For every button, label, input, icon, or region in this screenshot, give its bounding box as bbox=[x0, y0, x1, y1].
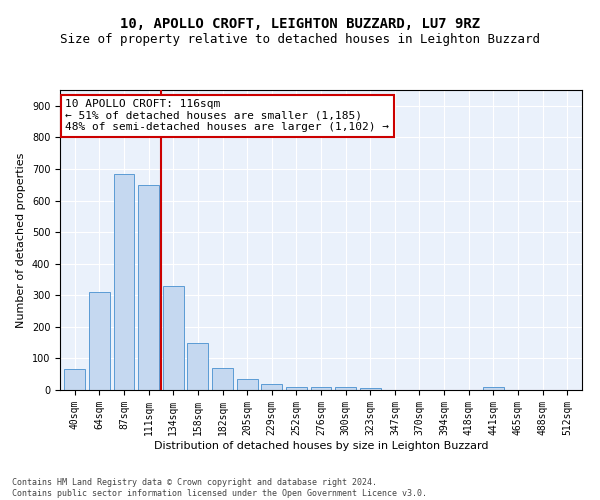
Y-axis label: Number of detached properties: Number of detached properties bbox=[16, 152, 26, 328]
Text: 10 APOLLO CROFT: 116sqm
← 51% of detached houses are smaller (1,185)
48% of semi: 10 APOLLO CROFT: 116sqm ← 51% of detache… bbox=[65, 99, 389, 132]
Bar bbox=[113, 174, 134, 390]
Bar bbox=[286, 387, 307, 390]
Bar bbox=[311, 387, 331, 390]
Text: Size of property relative to detached houses in Leighton Buzzard: Size of property relative to detached ho… bbox=[60, 32, 540, 46]
Bar bbox=[64, 370, 85, 390]
Bar bbox=[335, 387, 356, 390]
Bar bbox=[483, 387, 504, 390]
Bar bbox=[138, 184, 159, 390]
Bar bbox=[360, 388, 381, 390]
Bar bbox=[89, 292, 110, 390]
X-axis label: Distribution of detached houses by size in Leighton Buzzard: Distribution of detached houses by size … bbox=[154, 440, 488, 450]
Text: Contains HM Land Registry data © Crown copyright and database right 2024.
Contai: Contains HM Land Registry data © Crown c… bbox=[12, 478, 427, 498]
Bar bbox=[212, 368, 233, 390]
Bar bbox=[261, 384, 282, 390]
Bar bbox=[187, 342, 208, 390]
Bar bbox=[163, 286, 184, 390]
Text: 10, APOLLO CROFT, LEIGHTON BUZZARD, LU7 9RZ: 10, APOLLO CROFT, LEIGHTON BUZZARD, LU7 … bbox=[120, 18, 480, 32]
Bar bbox=[236, 379, 257, 390]
